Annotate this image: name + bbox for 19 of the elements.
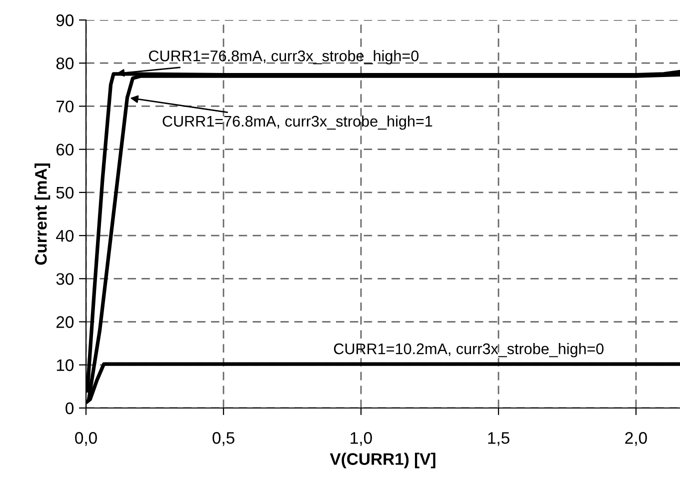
y-tick-label: 80 xyxy=(56,58,74,70)
y-tick-label: 40 xyxy=(56,230,74,242)
y-tick-label: 90 xyxy=(56,14,74,26)
x-axis-title: V(CURR1) [V] xyxy=(330,452,436,468)
y-tick-label: 70 xyxy=(56,100,74,112)
y-tick-label: 20 xyxy=(56,316,74,328)
y-axis-title: Current [mA] xyxy=(34,164,50,265)
y-tick-label: 10 xyxy=(56,359,74,372)
text: CURR1=76.8mA, curr3x_strobe_high=1 xyxy=(162,115,432,130)
series-label: CURR1=10.2mA, curr3x_strobe_high=0 xyxy=(334,343,604,358)
x-tick-label: 0,0 xyxy=(75,432,97,446)
y-tick-label: 50 xyxy=(56,186,74,199)
y-tick-label: 60 xyxy=(56,144,74,156)
x-tick-label: 0,5 xyxy=(212,432,234,446)
x-tick-label: 1,0 xyxy=(350,432,372,446)
y-tick-label: 0 xyxy=(66,402,74,414)
y-tick-label: 30 xyxy=(56,273,74,285)
x-tick-label: 1,5 xyxy=(488,432,510,446)
x-tick-label: 2,0 xyxy=(625,432,647,446)
